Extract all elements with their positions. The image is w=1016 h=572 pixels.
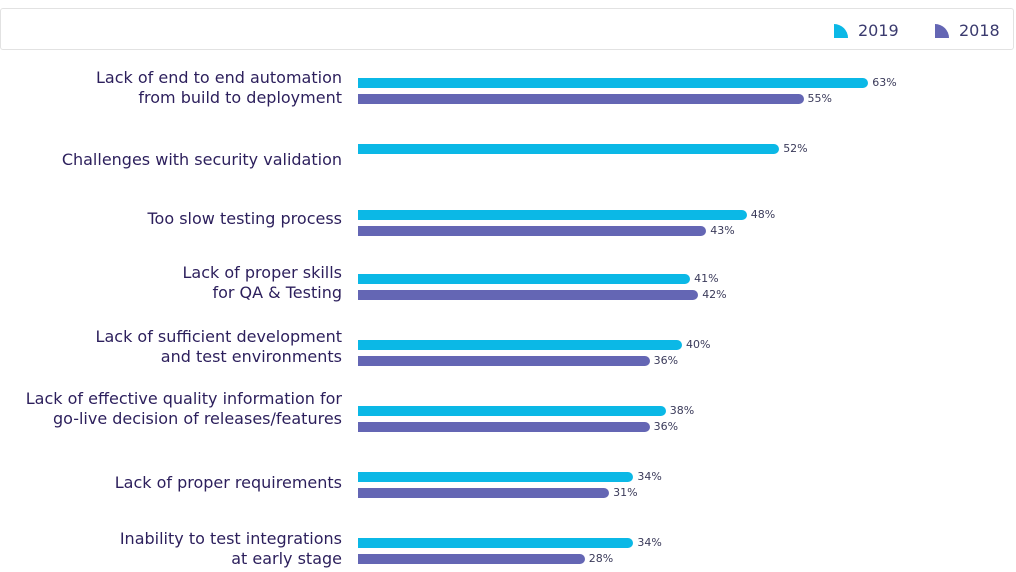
- legend-swatch-2018: [935, 23, 949, 38]
- bar-2019: [358, 274, 691, 284]
- value-label: 48%: [750, 208, 776, 221]
- value-label: 41%: [694, 272, 719, 285]
- category-label: Inability to test integrations at early …: [119, 529, 342, 568]
- value-label: 34%: [637, 470, 662, 483]
- bar-2018: [358, 356, 650, 366]
- value-label: 31%: [613, 486, 638, 499]
- category-label: Lack of proper requirements: [114, 473, 342, 492]
- legend: 2019 2018: [0, 8, 1014, 50]
- value-label: 40%: [686, 338, 711, 351]
- legend-label-2018: 2018: [959, 21, 1000, 40]
- value-label: 36%: [653, 420, 679, 433]
- legend-item-2018: 2018: [935, 21, 1000, 40]
- value-label: 34%: [637, 536, 662, 549]
- bar-2019: [358, 406, 666, 416]
- bar-2019: [358, 340, 682, 350]
- bar-2019: [358, 144, 780, 154]
- value-label: 42%: [702, 288, 727, 301]
- bar-2018: [358, 94, 804, 104]
- bar-2018: [358, 290, 699, 300]
- value-label: 38%: [669, 404, 695, 417]
- bar-2018: [358, 554, 585, 564]
- bar-2019: [358, 210, 747, 220]
- legend-item-2019: 2019: [834, 21, 899, 40]
- category-label: Too slow testing process: [147, 209, 343, 228]
- value-label: 55%: [807, 92, 832, 105]
- category-label: Lack of effective quality information fo…: [25, 389, 342, 428]
- legend-label-2019: 2019: [858, 21, 899, 40]
- category-label: Lack of sufficient development and test …: [95, 327, 342, 366]
- value-label: 52%: [783, 142, 808, 155]
- legend-swatch-2019: [834, 23, 848, 38]
- bar-2018: [358, 422, 650, 432]
- value-label: 28%: [588, 552, 614, 565]
- category-label: Challenges with security validation: [61, 150, 342, 169]
- bar-2019: [358, 472, 634, 482]
- category-label: Lack of proper skills for QA & Testing: [182, 263, 342, 302]
- category-label: Lack of end to end automation from build…: [95, 68, 342, 107]
- value-label: 63%: [872, 76, 897, 89]
- bar-2018: [358, 488, 610, 498]
- bar-2019: [358, 78, 869, 88]
- bar-2018: [358, 226, 707, 236]
- value-label: 36%: [653, 354, 679, 367]
- bar-2019: [358, 538, 634, 548]
- value-label: 43%: [710, 224, 735, 237]
